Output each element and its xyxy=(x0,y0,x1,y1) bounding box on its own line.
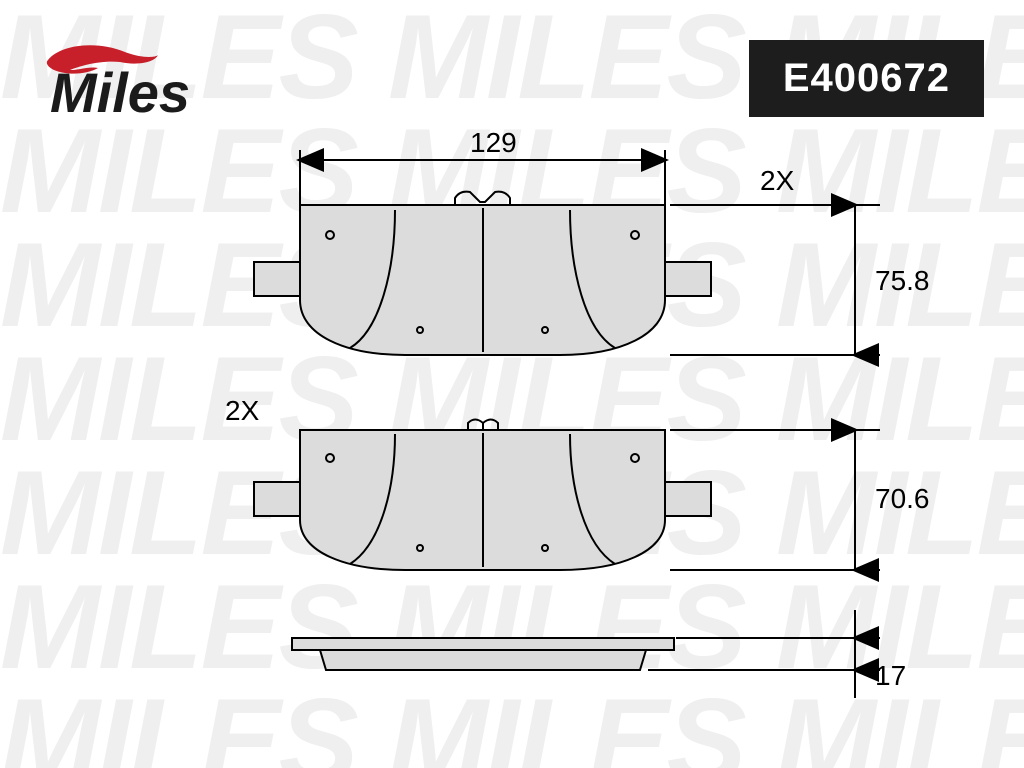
part-number-box: E400672 xyxy=(749,40,984,117)
brake-pad-top xyxy=(254,192,711,355)
brake-pad-middle xyxy=(254,420,711,571)
logo-text: Miles xyxy=(50,61,190,120)
dim-thickness-label: 17 xyxy=(875,660,906,691)
dim-width-label: 129 xyxy=(470,130,517,158)
part-number: E400672 xyxy=(783,56,950,100)
qty-mid-label: 2X xyxy=(225,395,260,426)
dim-height1-label: 75.8 xyxy=(875,265,930,296)
brand-logo: Miles xyxy=(40,40,300,120)
technical-drawing: 129 2X 75.8 2X xyxy=(0,130,1024,750)
dim-height2-label: 70.6 xyxy=(875,483,930,514)
brake-pad-side xyxy=(292,638,674,670)
qty-top-label: 2X xyxy=(760,165,795,196)
